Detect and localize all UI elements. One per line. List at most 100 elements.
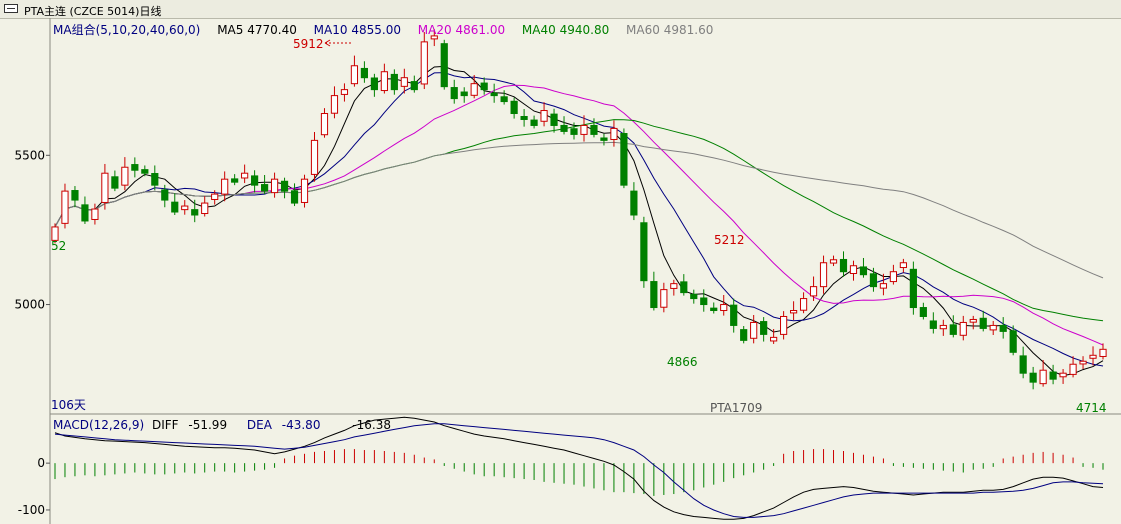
candle-up	[1099, 348, 1107, 357]
candle-up	[340, 89, 349, 95]
ma20-legend: MA20 4861.00	[418, 23, 505, 37]
candle-down	[550, 113, 558, 126]
candle-up	[819, 262, 828, 288]
chart-frame	[46, 18, 1121, 524]
candle-down	[979, 317, 987, 329]
candle-up	[750, 321, 758, 339]
candle-down	[999, 324, 1007, 332]
high-price-arrow	[324, 39, 331, 47]
candle-down	[151, 173, 159, 186]
macd-diff-line	[54, 416, 1104, 520]
candle-up	[221, 178, 229, 195]
contract-label: PTA1709	[710, 401, 762, 415]
candle-up	[790, 310, 798, 314]
candle-down	[191, 209, 199, 216]
candle-up	[809, 286, 818, 297]
candle-down	[71, 190, 79, 201]
diff-value: -51.99	[188, 418, 228, 432]
candle-down	[839, 258, 848, 273]
candle-up	[1059, 372, 1067, 378]
ma10-legend: MA10 4855.00	[314, 23, 401, 37]
candle-down	[290, 190, 299, 204]
candle-down	[620, 133, 628, 186]
candle-down	[370, 77, 378, 91]
candle-down	[1029, 372, 1037, 383]
candle-down	[600, 137, 608, 141]
candle-up	[580, 124, 588, 135]
candle-down	[410, 81, 418, 91]
candle-down	[520, 116, 528, 120]
candlesticks	[51, 29, 1107, 390]
candle-down	[280, 180, 289, 192]
candle-up	[959, 321, 967, 336]
macd-panel	[54, 416, 1104, 520]
low-price-label: 4714	[1076, 401, 1107, 415]
candle-down	[869, 273, 878, 288]
candle-down	[590, 124, 598, 135]
moving-average-lines	[54, 65, 1104, 377]
candle-down	[251, 175, 259, 186]
ma40-value: 4940.80	[559, 23, 610, 37]
candle-up	[61, 190, 69, 224]
candle-up	[400, 77, 408, 87]
y-tick-label: 5500	[14, 148, 45, 162]
candle-up	[670, 283, 678, 289]
ma40-line	[54, 119, 1104, 322]
candle-down	[390, 73, 398, 91]
candle-down	[510, 100, 518, 115]
candle-up	[350, 65, 359, 85]
ma20-line	[54, 84, 1104, 346]
candle-down	[560, 124, 568, 132]
candle-down	[680, 281, 688, 294]
candle-up	[939, 324, 947, 330]
ma5-value: 4770.40	[247, 23, 297, 37]
candle-up	[1079, 360, 1087, 365]
candle-down	[909, 268, 917, 309]
macd-value: -16.38	[352, 418, 391, 432]
candle-down	[570, 128, 578, 135]
macd-dea-line	[54, 423, 1104, 518]
ma10-value: 4855.00	[351, 23, 401, 37]
candle-up	[849, 265, 858, 275]
candle-up	[1039, 369, 1047, 385]
high-price-label: 5912	[293, 37, 324, 51]
candle-up	[899, 262, 907, 269]
ma60-line	[54, 141, 1104, 279]
macd-legend: MACD(12,26,9) DIFF -51.99 DEA -43.80 -16…	[53, 418, 402, 432]
candle-up	[430, 35, 438, 40]
local-high-label: 5212	[714, 233, 745, 247]
candle-down	[1009, 330, 1017, 353]
ma20-value: 4861.00	[455, 23, 506, 37]
ma5-legend: MA5 4770.40	[217, 23, 297, 37]
chart-labels: 5000 5500 0 -100 5912 5212 4866 4714 52 106天 PTA17…	[14, 37, 1106, 517]
candle-down	[460, 91, 468, 97]
candle-up	[969, 318, 977, 323]
dea-value: -43.80	[281, 418, 321, 432]
macd-tick-label: -100	[18, 503, 45, 517]
candle-down	[859, 266, 868, 276]
candle-down	[919, 307, 927, 317]
candle-up	[320, 113, 329, 136]
candle-up	[610, 127, 618, 140]
candle-up	[121, 166, 129, 186]
price-chart[interactable]: 5000 5500 0 -100 5912 5212 4866 4714 52 106天 PTA17…	[0, 18, 1121, 524]
candle-up	[51, 226, 59, 241]
candle-up	[181, 205, 189, 211]
candle-up	[310, 139, 319, 175]
candle-down	[949, 324, 957, 335]
candle-down	[929, 320, 937, 329]
candle-down	[450, 87, 458, 100]
candle-down	[630, 190, 638, 216]
candle-up	[270, 178, 279, 194]
title-bar: PTA主连 (CZCE 5014)日线	[0, 0, 1121, 19]
candle-up	[879, 283, 888, 289]
ma60-label: MA60	[626, 23, 660, 37]
candle-down	[440, 43, 448, 88]
candle-up	[91, 208, 99, 220]
candle-down	[760, 321, 768, 335]
macd-tick-label: 0	[37, 456, 45, 470]
ma60-value: 4981.60	[663, 23, 714, 37]
candle-down	[700, 297, 708, 306]
candle-down	[171, 201, 179, 213]
candle-down	[131, 164, 139, 171]
